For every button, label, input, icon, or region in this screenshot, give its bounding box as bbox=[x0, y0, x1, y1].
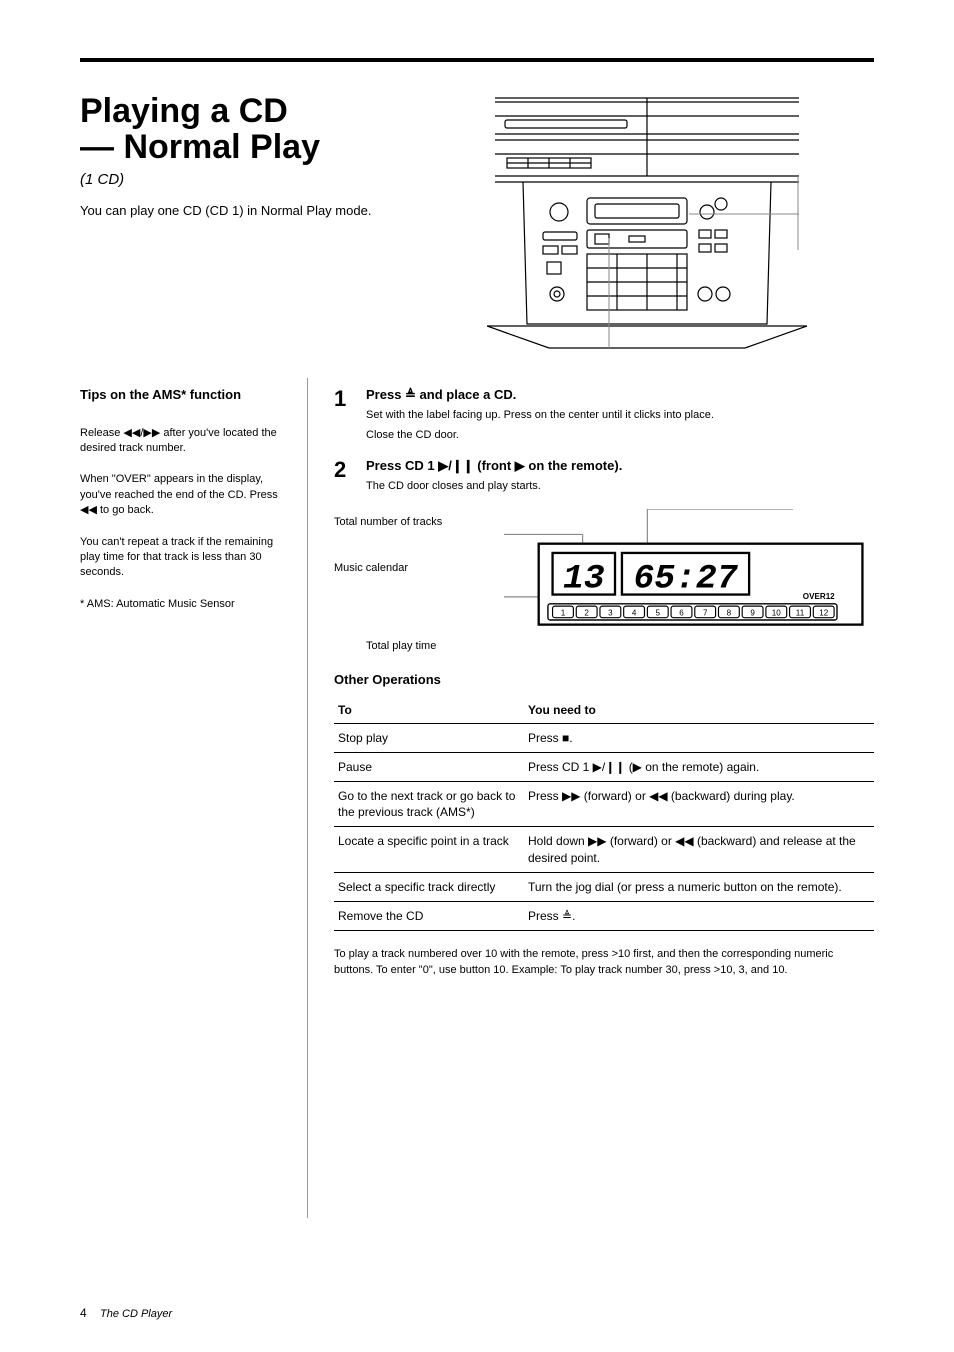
lcd-tracks: 13 bbox=[563, 559, 605, 598]
svg-text:8: 8 bbox=[727, 608, 732, 617]
svg-text:4: 4 bbox=[632, 608, 637, 617]
display-label-tracks: Total number of tracks bbox=[334, 516, 442, 528]
action-to: Select a specific track directly bbox=[334, 872, 524, 901]
tips-heading: Tips on the AMS* function bbox=[80, 386, 293, 404]
action-to: Pause bbox=[334, 752, 524, 781]
lcd-over12: OVER12 bbox=[803, 592, 835, 601]
action-do: Hold down ▶▶ (forward) or ◀◀ (backward) … bbox=[524, 827, 874, 872]
page-subtitle: (1 CD) bbox=[80, 171, 420, 188]
step-body: Press ≜ and place a CD. bbox=[366, 387, 516, 402]
svg-text:5: 5 bbox=[656, 608, 661, 617]
svg-text:9: 9 bbox=[750, 608, 755, 617]
action-to: Locate a specific point in a track bbox=[334, 827, 524, 872]
action-do: Turn the jog dial (or press a numeric bu… bbox=[524, 872, 874, 901]
title-line2: — Normal Play bbox=[80, 128, 320, 166]
svg-text:7: 7 bbox=[703, 608, 708, 617]
action-to: Remove the CD bbox=[334, 902, 524, 931]
cd-display-diagram: Total number of tracks Music calendar bbox=[334, 509, 874, 636]
step-body: Press CD 1 ▶/❙❙ (front ▶ on the remote). bbox=[366, 458, 622, 473]
action-do: Press ≜. bbox=[524, 902, 874, 931]
action-do: Press ▶▶ (forward) or ◀◀ (backward) duri… bbox=[524, 782, 874, 827]
tip-item: You can't repeat a track if the remainin… bbox=[80, 535, 293, 581]
table-row: Go to the next track or go back to the p… bbox=[334, 782, 874, 827]
page-number: 4 bbox=[80, 1306, 87, 1320]
page-title: Playing a CD — Normal Play bbox=[80, 94, 420, 165]
table-row: Stop playPress ■. bbox=[334, 723, 874, 752]
step-number: 1 bbox=[334, 386, 356, 443]
svg-text:6: 6 bbox=[679, 608, 684, 617]
tip-item: When "OVER" appears in the display, you'… bbox=[80, 472, 293, 518]
svg-text:2: 2 bbox=[584, 608, 589, 617]
svg-text:3: 3 bbox=[608, 608, 613, 617]
svg-text:1: 1 bbox=[561, 608, 566, 617]
intro-text: You can play one CD (CD 1) in Normal Pla… bbox=[80, 202, 420, 220]
action-to: Go to the next track or go back to the p… bbox=[334, 782, 524, 827]
lcd-display-icon: 13 65:27 OVER12 123456789101112 bbox=[504, 509, 874, 636]
stereo-diagram-icon bbox=[487, 94, 807, 350]
actions-col-do: You need to bbox=[524, 697, 874, 724]
table-row: Select a specific track directlyTurn the… bbox=[334, 872, 874, 901]
svg-text:12: 12 bbox=[819, 608, 828, 617]
actions-table: To You need to Stop playPress ■.PausePre… bbox=[334, 697, 874, 932]
svg-text:11: 11 bbox=[796, 608, 805, 617]
display-label-playtime: Total play time bbox=[366, 640, 436, 652]
step-1: 1 Press ≜ and place a CD. Set with the l… bbox=[334, 386, 874, 443]
action-do: Press ■. bbox=[524, 723, 874, 752]
table-row: Remove the CDPress ≜. bbox=[334, 902, 874, 931]
action-to: Stop play bbox=[334, 723, 524, 752]
svg-text:10: 10 bbox=[772, 608, 781, 617]
step-2: 2 Press CD 1 ▶/❙❙ (front ▶ on the remote… bbox=[334, 457, 874, 495]
step-extra: Close the CD door. bbox=[366, 428, 874, 443]
lcd-time: 65:27 bbox=[634, 559, 739, 598]
display-label-calendar: Music calendar bbox=[334, 561, 504, 575]
device-illustration bbox=[420, 94, 874, 350]
table-row: Locate a specific point in a trackHold d… bbox=[334, 827, 874, 872]
after-note: To play a track numbered over 10 with th… bbox=[334, 947, 874, 978]
table-row: PausePress CD 1 ▶/❙❙ (▶ on the remote) a… bbox=[334, 752, 874, 781]
page-chapter: The CD Player bbox=[100, 1308, 172, 1320]
title-line1: Playing a CD bbox=[80, 92, 288, 130]
action-do: Press CD 1 ▶/❙❙ (▶ on the remote) again. bbox=[524, 752, 874, 781]
step-note: Set with the label facing up. Press on t… bbox=[366, 408, 874, 423]
tip-item: Release ◀◀/▶▶ after you've located the d… bbox=[80, 426, 293, 457]
tip-item: * AMS: Automatic Music Sensor bbox=[80, 597, 293, 612]
top-rule bbox=[80, 58, 874, 62]
actions-col-to: To bbox=[334, 697, 524, 724]
actions-heading: Other Operations bbox=[334, 672, 874, 687]
step-note: The CD door closes and play starts. bbox=[366, 479, 874, 494]
step-number: 2 bbox=[334, 457, 356, 495]
